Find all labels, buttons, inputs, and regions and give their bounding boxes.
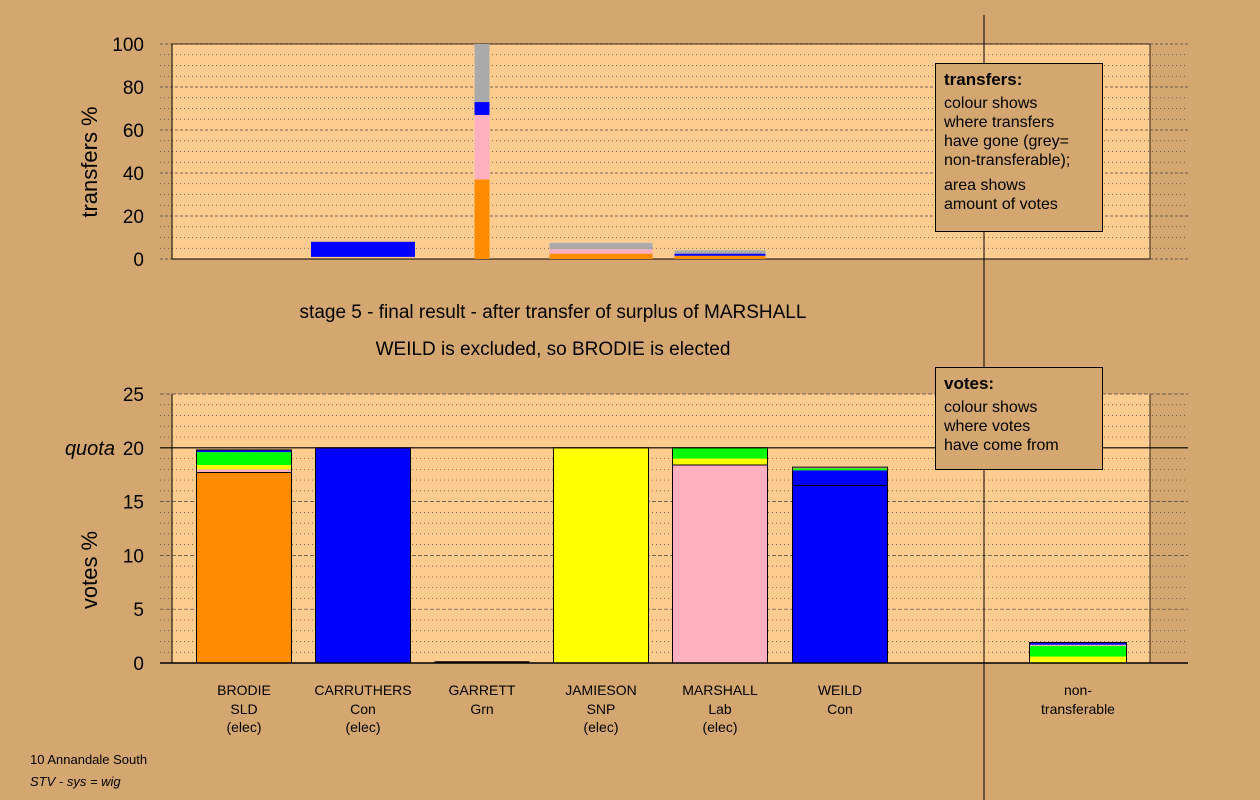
vote-segment: [315, 447, 411, 663]
transfer-segment: [474, 102, 490, 115]
vote-segment: [196, 465, 292, 470]
candidate-labels: BRODIE SLD (elec) CARRUTHERS Con (elec) GARRET…: [217, 682, 1115, 735]
votes-y-tick-label: 15: [123, 493, 144, 514]
vote-segment: [196, 452, 292, 466]
votes-y-axis-label: votes %: [77, 531, 102, 609]
vote-segment: [553, 447, 649, 663]
transfers-y-tick-label: 100: [112, 35, 144, 56]
vote-segment: [672, 465, 768, 663]
transfers-legend-line: have gone (grey=: [944, 133, 1069, 150]
transfer-segment: [474, 179, 490, 259]
nontransferable-label: non-: [1064, 682, 1092, 698]
candidate-name: MARSHALL: [682, 682, 758, 698]
votes-legend-line: where votes: [944, 418, 1031, 435]
vote-segment: [196, 449, 292, 453]
candidate-status: (elec): [583, 719, 618, 735]
footer-system: STV - sys = wig: [30, 774, 121, 789]
vote-segment: [196, 472, 292, 663]
candidate-party: Grn: [470, 701, 493, 717]
votes-legend-title: votes:: [944, 374, 995, 393]
candidate-party: SNP: [587, 701, 616, 717]
transfer-segment: [674, 250, 766, 254]
transfer-segment: [674, 255, 766, 259]
transfers-y-axis-label: transfers %: [77, 106, 102, 217]
nontransferable-label: transferable: [1041, 701, 1115, 717]
votes-legend-line: colour shows: [944, 399, 1038, 416]
transfers-legend-line: area shows: [944, 177, 1026, 194]
candidate-name: GARRETT: [449, 682, 516, 698]
votes-legend: votes: colour shows where votes have com…: [935, 367, 1103, 470]
vote-segment: [672, 458, 768, 466]
candidate-status: (elec): [345, 719, 380, 735]
transfers-y-tick-label: 0: [133, 250, 144, 271]
transfer-segment: [474, 114, 490, 180]
transfer-segment: [674, 253, 766, 256]
vote-segment: [672, 447, 768, 459]
stage-title: stage 5 - final result - after transfer …: [300, 302, 807, 323]
candidate-status: (elec): [702, 719, 737, 735]
votes-y-tick-label: 5: [133, 600, 144, 621]
transfer-segment: [474, 44, 490, 103]
votes-y-tick-label: 0: [133, 654, 144, 675]
transfers-legend-line: where transfers: [944, 114, 1055, 131]
quota-label: quota: [65, 438, 115, 460]
votes-y-tick-label: 25: [123, 385, 144, 406]
transfer-segment: [549, 253, 653, 259]
candidate-party: Con: [827, 701, 853, 717]
candidate-status: (elec): [226, 719, 261, 735]
transfers-legend-line: colour shows: [944, 95, 1038, 112]
transfers-y-tick-label: 60: [123, 121, 144, 142]
vote-segment: [1029, 645, 1127, 657]
transfers-legend: transfers: colour shows where transfers …: [935, 63, 1103, 232]
transfers-legend-line: amount of votes: [944, 196, 1058, 213]
votes-y-tick-label: 10: [123, 546, 144, 567]
votes-y-tick-label: 20: [123, 439, 144, 460]
transfer-segment: [549, 249, 653, 254]
transfers-legend-title: transfers:: [944, 70, 1023, 89]
candidate-name: JAMIESON: [565, 682, 637, 698]
transfers-y-tick-label: 20: [123, 207, 144, 228]
transfer-segment: [549, 242, 653, 250]
stage-subtitle: WEILD is excluded, so BRODIE is elected: [376, 339, 731, 360]
vote-segment: [1029, 642, 1127, 645]
candidate-party: Lab: [708, 701, 732, 717]
transfers-y-tick-label: 40: [123, 164, 144, 185]
votes-legend-line: have come from: [944, 437, 1059, 454]
vote-segment: [1029, 644, 1127, 646]
vote-segment: [792, 467, 888, 469]
candidate-party: Con: [350, 701, 376, 717]
transfers-legend-line: non-transferable);: [944, 152, 1071, 169]
candidate-name: CARRUTHERS: [314, 682, 411, 698]
footer-ward: 10 Annandale South: [30, 752, 148, 767]
transfer-segment: [311, 241, 415, 257]
vote-segment: [1029, 656, 1127, 663]
candidate-name: BRODIE: [217, 682, 271, 698]
vote-segment: [792, 468, 888, 471]
vote-segment: [196, 469, 292, 473]
transfers-y-tick-label: 80: [123, 78, 144, 99]
vote-segment: [792, 470, 888, 663]
candidate-name: WEILD: [818, 682, 862, 698]
candidate-party: SLD: [230, 701, 257, 717]
